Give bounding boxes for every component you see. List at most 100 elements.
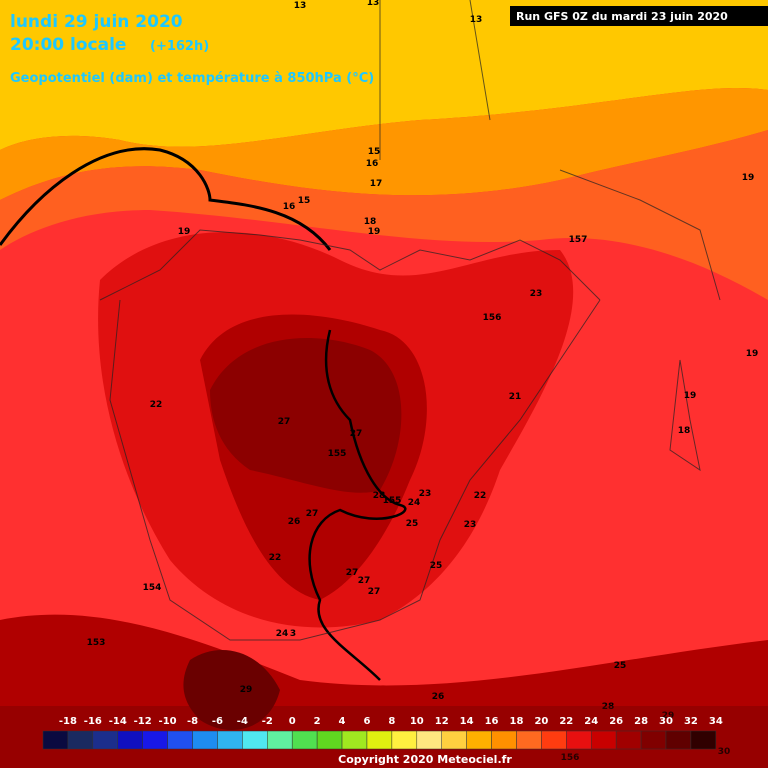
contour-label: 157 — [569, 235, 588, 245]
scale-label: 12 — [435, 716, 449, 727]
scale-swatch — [366, 730, 393, 750]
contour-label: 16 — [283, 202, 296, 212]
contour-label: 13 — [470, 15, 483, 25]
scale-swatch — [391, 730, 418, 750]
scale-swatch — [341, 730, 368, 750]
contour-label: 156 — [561, 753, 580, 763]
scale-swatch — [541, 730, 567, 750]
contour-label: 29 — [240, 685, 253, 695]
contour-label: 21 — [509, 392, 522, 402]
contour-label: 19 — [746, 349, 759, 359]
scale-label: 0 — [289, 716, 296, 727]
scale-label: -18 — [59, 716, 77, 727]
contour-label: 15 — [298, 196, 311, 206]
scale-label: 16 — [485, 716, 499, 727]
scale-label: 18 — [510, 716, 524, 727]
temp-zone-16 — [0, 87, 768, 200]
contour-label: 23 — [464, 520, 477, 530]
contour-label: 24 — [276, 629, 289, 639]
scale-swatch — [640, 730, 667, 750]
contour-label: 23 — [419, 489, 432, 499]
scale-swatch — [516, 730, 542, 750]
scale-label: 28 — [634, 716, 648, 727]
contour-label: 13 — [294, 1, 307, 11]
contour-label: 23 — [530, 289, 543, 299]
contour-label: 29 — [662, 711, 675, 721]
contour-label: 27 — [350, 429, 363, 439]
contour-labels: 13 13131516171615181919157192315619222119… — [87, 0, 759, 763]
scale-label: -4 — [237, 716, 248, 727]
scale-swatch — [566, 730, 592, 750]
scale-swatch — [491, 730, 517, 750]
scale-label: 14 — [460, 716, 474, 727]
scale-swatch — [441, 730, 467, 750]
scale-swatch — [690, 730, 717, 750]
contour-label: 27 — [368, 587, 381, 597]
contour-label: 17 — [370, 179, 383, 189]
scale-swatch — [167, 730, 193, 750]
contour-label: 15 — [368, 147, 381, 157]
contour-label: 156 — [483, 313, 502, 323]
scale-swatch — [316, 730, 343, 750]
contour-label: 154 — [143, 583, 162, 593]
scale-label: 34 — [709, 716, 723, 727]
scale-swatch — [142, 730, 168, 750]
scale-swatch — [416, 730, 442, 750]
scale-swatch — [42, 730, 69, 750]
scale-label: -14 — [109, 716, 127, 727]
scale-swatch — [242, 730, 268, 750]
scale-swatch — [92, 730, 119, 750]
scale-label: 4 — [339, 716, 346, 727]
date: lundi 29 juin 2020 — [10, 12, 183, 32]
contour-label: 153 — [87, 638, 106, 648]
copyright: Copyright 2020 Meteociel.fr — [338, 753, 512, 766]
scale-label: 20 — [534, 716, 548, 727]
contour-label: 25 — [406, 519, 419, 529]
scale-swatch — [466, 730, 492, 750]
temp-zone-13 — [0, 0, 768, 150]
contour-label: 18 — [678, 426, 691, 436]
parameter: Geopotentiel (dam) et température à 850h… — [10, 71, 374, 86]
contour-label: 27 — [346, 568, 359, 578]
scale-label: 10 — [410, 716, 424, 727]
scale-swatch — [291, 730, 318, 750]
contour-label: 19 — [684, 391, 697, 401]
offset: (+162h) — [150, 39, 209, 54]
temp-zone-29 — [183, 650, 280, 730]
geopotential-contour — [308, 329, 407, 681]
temp-zone-19 — [0, 130, 768, 300]
contour-label: 13 — [367, 0, 380, 8]
contour-label: 22 — [150, 400, 163, 410]
scale-swatch — [192, 730, 218, 750]
scale-label: -12 — [134, 716, 152, 727]
contour-label: 28 — [373, 491, 386, 501]
scale-label: 30 — [659, 716, 673, 727]
contour-label: 19 — [742, 173, 755, 183]
scale-swatch — [590, 730, 617, 750]
temp-zone-south — [0, 614, 768, 768]
scale-swatch — [267, 730, 293, 750]
scale-label: 22 — [559, 716, 573, 727]
scale-swatch — [217, 730, 243, 750]
scale-swatch — [615, 730, 642, 750]
contour-label: 25 — [430, 561, 443, 571]
contour-label: 155 — [383, 496, 402, 506]
coastline — [99, 0, 721, 641]
contour-label: 27 — [358, 576, 371, 586]
contour-label: 28 — [602, 702, 615, 712]
contour-label: 19 — [178, 227, 191, 237]
scale-label: 26 — [609, 716, 623, 727]
scale-label: -8 — [187, 716, 198, 727]
contour-label: 22 — [269, 553, 282, 563]
scale-label: 24 — [584, 716, 598, 727]
contour-label: 26 — [432, 692, 445, 702]
scale-swatch — [117, 730, 143, 750]
scale-label: -16 — [84, 716, 102, 727]
scale-swatch — [67, 730, 94, 750]
contour-label: 18 — [364, 217, 377, 227]
scale-label: 6 — [363, 716, 370, 727]
contour-label: 22 — [474, 491, 487, 501]
time: 20:00 locale — [10, 35, 126, 55]
contour-label: 30 — [718, 747, 731, 757]
contour-label: 155 — [328, 449, 347, 459]
